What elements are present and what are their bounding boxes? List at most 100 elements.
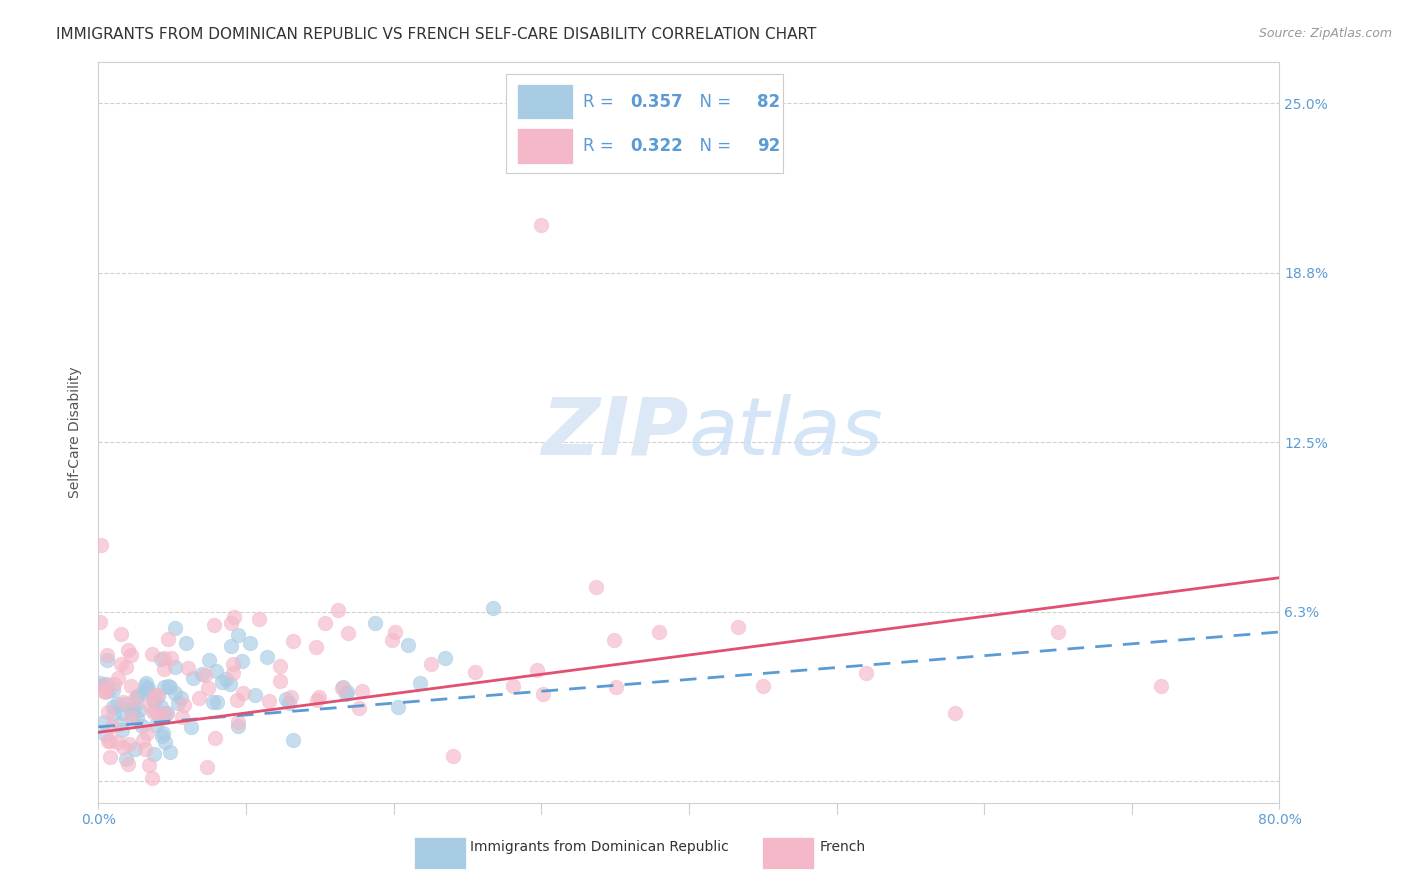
Point [211, 674, 233, 689]
Point [165, 660, 187, 674]
Point [173, 698, 195, 713]
Point [336, 684, 359, 698]
Point [335, 687, 357, 701]
Point [103, 676, 125, 690]
Point [727, 620, 749, 634]
Point [97, 684, 120, 698]
Point [120, 679, 142, 693]
Point [103, 706, 125, 721]
Point [205, 665, 228, 679]
Point [135, 676, 157, 690]
Point [96, 648, 118, 663]
Text: 82: 82 [758, 93, 780, 111]
Point [112, 695, 135, 709]
Point [117, 643, 139, 657]
Point [112, 739, 135, 754]
Point [222, 665, 245, 680]
Point [141, 647, 163, 661]
Point [138, 757, 160, 772]
Point [120, 710, 142, 724]
Point [433, 651, 456, 665]
Point [224, 610, 246, 624]
Point [169, 691, 191, 706]
Point [152, 706, 174, 720]
Point [239, 636, 262, 650]
Point [305, 640, 328, 655]
Point [218, 677, 240, 691]
Point [142, 689, 165, 703]
Point [195, 759, 218, 773]
Point [90, 679, 112, 693]
Point [149, 700, 172, 714]
Point [155, 735, 177, 749]
Point [156, 632, 179, 647]
Point [146, 689, 169, 703]
Point [120, 648, 142, 662]
Point [502, 679, 524, 693]
Point [215, 672, 238, 686]
Point [1150, 679, 1173, 693]
Y-axis label: Self-Care Disability: Self-Care Disability [69, 367, 83, 499]
Point [89, 615, 111, 630]
Point [314, 615, 336, 630]
Point [115, 752, 138, 766]
Point [115, 660, 138, 674]
Point [122, 701, 145, 715]
Point [132, 685, 155, 699]
Text: atlas: atlas [689, 393, 884, 472]
Point [149, 652, 172, 666]
Point [142, 705, 165, 719]
Point [157, 679, 180, 693]
Point [131, 733, 153, 747]
Point [125, 689, 148, 703]
Point [1046, 624, 1070, 639]
Point [752, 679, 775, 693]
Point [114, 697, 136, 711]
Text: Immigrants from Dominican Republic: Immigrants from Dominican Republic [471, 840, 730, 855]
Point [219, 616, 242, 631]
Point [97, 734, 120, 748]
Point [105, 697, 128, 711]
Point [180, 720, 202, 734]
Point [105, 734, 128, 748]
Point [381, 633, 404, 648]
Point [96, 653, 118, 667]
Point [134, 679, 156, 693]
Point [204, 731, 226, 745]
Point [247, 612, 270, 626]
Point [117, 737, 139, 751]
Point [308, 690, 330, 704]
Point [142, 747, 165, 761]
Point [142, 695, 165, 709]
Point [222, 657, 245, 672]
Point [152, 725, 174, 739]
Point [122, 693, 145, 707]
Point [136, 681, 159, 695]
Point [228, 719, 250, 733]
Point [481, 601, 503, 615]
Point [384, 624, 406, 639]
Point [226, 628, 249, 642]
Text: Source: ZipAtlas.com: Source: ZipAtlas.com [1258, 27, 1392, 40]
Text: IMMIGRANTS FROM DOMINICAN REPUBLIC VS FRENCH SELF-CARE DISABILITY CORRELATION CH: IMMIGRANTS FROM DOMINICAN REPUBLIC VS FR… [56, 27, 817, 42]
Point [111, 723, 134, 738]
Point [188, 690, 211, 705]
Point [94, 676, 117, 690]
Point [127, 690, 149, 704]
Point [98, 749, 121, 764]
Point [107, 671, 129, 685]
Point [136, 726, 159, 740]
Text: R =: R = [582, 137, 619, 155]
Point [530, 218, 553, 232]
Text: French: French [820, 840, 866, 855]
Point [280, 690, 302, 704]
Point [177, 661, 200, 675]
Point [276, 692, 298, 706]
Point [219, 639, 242, 653]
Point [150, 729, 173, 743]
Text: N =: N = [689, 93, 737, 111]
Point [201, 695, 224, 709]
Point [94, 685, 117, 699]
Point [159, 744, 181, 758]
Point [93, 683, 115, 698]
